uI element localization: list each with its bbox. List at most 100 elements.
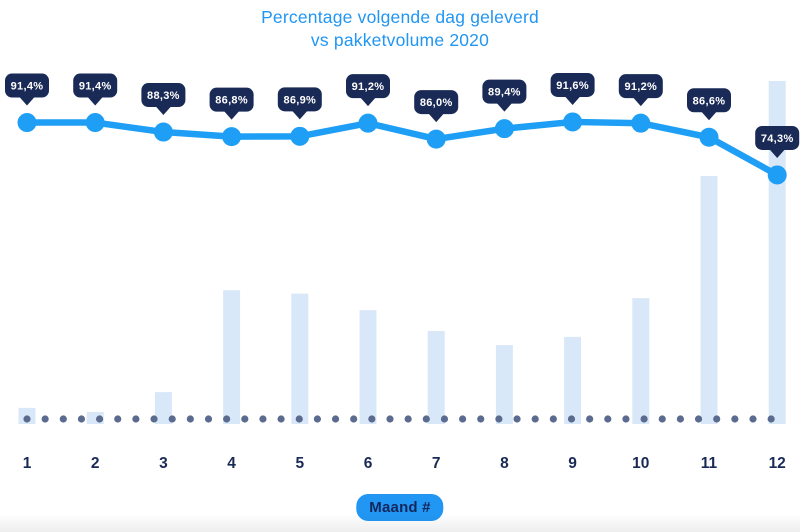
chart-title: Percentage volgende dag geleverd vs pakk… <box>0 6 800 52</box>
data-label-text: 89,4% <box>488 87 521 99</box>
data-label-text: 88,3% <box>147 90 180 102</box>
data-label-text: 86,6% <box>693 95 726 107</box>
baseline-dot <box>77 415 86 423</box>
volume-bar <box>427 331 445 424</box>
data-label-badge <box>482 79 527 104</box>
baseline-dot <box>204 415 213 423</box>
x-tick-label: 3 <box>159 455 168 472</box>
data-label-text: 74,3% <box>761 133 794 145</box>
baseline-dot <box>713 415 721 423</box>
baseline-dot <box>731 415 739 423</box>
baseline-dot <box>767 415 775 423</box>
baseline-dot <box>259 415 267 423</box>
baseline-dot <box>459 415 467 423</box>
data-label-badge-pointer <box>19 96 35 106</box>
data-label-badge <box>277 87 322 112</box>
baseline-dot <box>531 415 539 423</box>
data-label-badge-pointer <box>769 148 786 158</box>
x-tick-label: 12 <box>769 455 786 472</box>
data-label-text: 91,4% <box>79 81 112 93</box>
data-point-marker <box>153 122 173 142</box>
data-label-badge <box>550 72 595 97</box>
volume-bar <box>495 345 513 424</box>
volume-bar <box>223 290 241 424</box>
baseline-dot <box>114 415 122 423</box>
baseline-dot <box>549 415 557 423</box>
data-point-marker <box>563 112 583 132</box>
volume-bar <box>564 336 582 424</box>
data-label-badge <box>618 74 663 99</box>
x-tick-label: 6 <box>364 455 373 472</box>
data-label-badge-pointer <box>87 96 104 106</box>
data-point-marker <box>494 119 514 139</box>
data-label-badge <box>73 73 118 98</box>
chart-title-line1: Percentage volgende dag geleverd <box>261 7 539 27</box>
baseline-dot <box>676 415 685 423</box>
baseline-dot <box>23 415 31 423</box>
baseline-dot <box>567 415 576 423</box>
volume-bar <box>291 293 309 424</box>
baseline-dot <box>277 415 285 423</box>
baseline-dot <box>186 415 194 423</box>
baseline-dot <box>694 415 703 423</box>
data-label-text: 91,2% <box>352 81 385 93</box>
data-label-badge-pointer <box>223 110 240 120</box>
baseline-dot <box>168 415 176 423</box>
baseline-dot <box>622 415 630 423</box>
x-tick-label: 7 <box>432 455 441 472</box>
x-tick-label: 8 <box>500 455 509 472</box>
baseline-dot <box>749 415 757 423</box>
baseline-dot <box>658 415 666 423</box>
data-point-marker <box>426 129 446 149</box>
baseline-dot <box>295 415 303 423</box>
baseline-dot <box>368 415 376 423</box>
baseline-dot <box>404 415 412 423</box>
baseline-dot <box>223 415 231 423</box>
baseline-dot <box>241 415 249 423</box>
volume-bar <box>154 392 172 424</box>
volume-bar <box>632 298 650 424</box>
data-label-text: 91,4% <box>11 81 44 93</box>
data-label-badge <box>141 83 186 108</box>
data-point-marker <box>631 113 651 133</box>
data-label-text: 86,0% <box>420 97 453 109</box>
data-label-badge <box>346 74 390 99</box>
data-label-badge <box>755 125 800 150</box>
data-label-badge-pointer <box>428 113 445 123</box>
baseline-dot <box>477 415 485 423</box>
x-tick-label: 11 <box>701 455 718 472</box>
volume-bar <box>700 176 718 424</box>
data-point-marker <box>85 113 105 133</box>
x-tick-label: 1 <box>23 455 32 472</box>
data-label-badge <box>687 88 731 113</box>
data-point-marker <box>767 165 787 185</box>
baseline-dot <box>513 415 521 423</box>
baseline-dot <box>132 415 140 423</box>
data-label-badge-pointer <box>360 97 376 107</box>
baseline-dot <box>422 415 430 423</box>
data-label-badge-pointer <box>564 95 581 105</box>
x-tick-label: 2 <box>91 455 100 472</box>
baseline-dot <box>604 415 612 423</box>
chart-title-line2: vs pakketvolume 2020 <box>310 30 490 50</box>
data-label-badge-pointer <box>291 110 308 120</box>
baseline-dot <box>41 415 49 423</box>
data-label-text: 91,2% <box>624 81 657 93</box>
data-label-badge-pointer <box>701 111 717 121</box>
baseline-dot <box>350 415 358 423</box>
baseline-dot <box>640 415 648 423</box>
data-point-marker <box>17 113 37 133</box>
x-tick-label: 9 <box>568 455 577 472</box>
data-label-badge <box>5 73 49 98</box>
x-tick-label: 5 <box>295 455 304 472</box>
data-label-badge-pointer <box>496 102 513 112</box>
baseline-dot <box>386 415 394 423</box>
baseline-dot <box>313 415 321 423</box>
x-axis-label-badge: Maand # <box>356 494 444 521</box>
data-label-text: 86,8% <box>215 95 248 107</box>
data-label-badge <box>209 87 254 112</box>
data-label-text: 86,9% <box>283 94 316 106</box>
baseline-dot <box>150 415 158 423</box>
